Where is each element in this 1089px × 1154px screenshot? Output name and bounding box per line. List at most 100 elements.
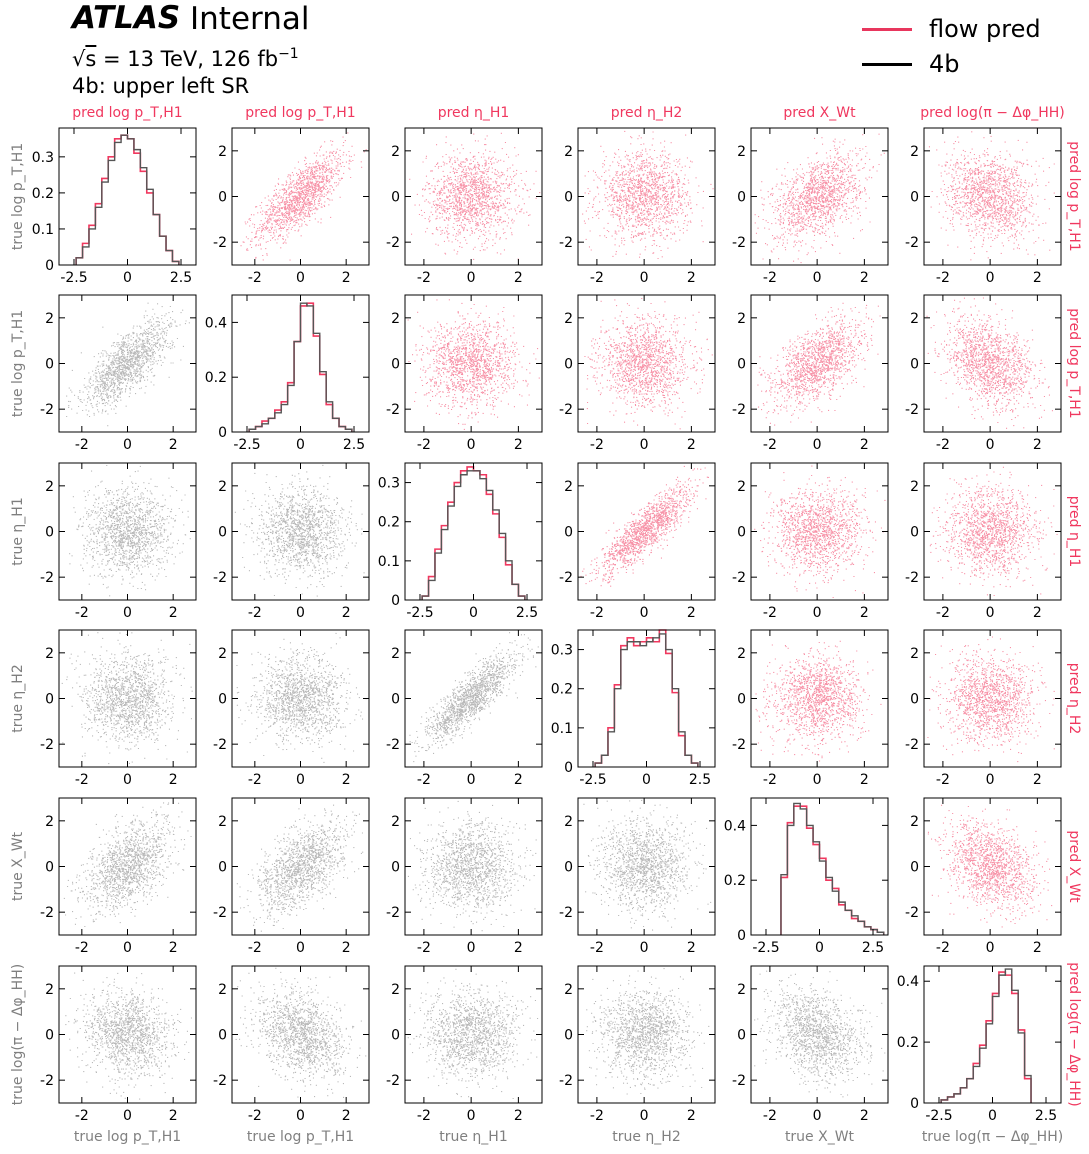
row-label-right-5: pred log(π − Δφ_HH) bbox=[1066, 962, 1082, 1106]
y-tick-label: 2 bbox=[45, 311, 54, 327]
x-tick-label: 0 bbox=[813, 605, 822, 621]
y-tick-label: 0.2 bbox=[378, 515, 400, 531]
x-tick-label: 2.5 bbox=[343, 437, 365, 453]
y-tick-label: -2 bbox=[905, 402, 919, 418]
y-tick-label: 2 bbox=[218, 144, 227, 160]
row-label-left-3: true η_H2 bbox=[10, 664, 26, 733]
x-tick-label: 2 bbox=[342, 1108, 351, 1124]
x-tick-label: 0 bbox=[296, 772, 305, 788]
x-tick-label: 0 bbox=[467, 940, 476, 956]
axes-frame bbox=[404, 462, 543, 601]
column-label-1: pred log p_T,H1 bbox=[245, 105, 355, 121]
scatter-points-3-2 bbox=[409, 632, 539, 763]
legend-label-flow-pred: flow pred bbox=[929, 15, 1041, 43]
scatter-points-0-3 bbox=[582, 130, 714, 260]
axes-frame bbox=[577, 965, 716, 1104]
y-tick-label: 2 bbox=[564, 982, 573, 998]
y-tick-label: 0.4 bbox=[205, 315, 227, 331]
axes-frame bbox=[231, 965, 370, 1104]
x-tick-label: 0 bbox=[467, 437, 476, 453]
bottom-label-2: true η_H1 bbox=[439, 1129, 508, 1145]
y-tick-label: 2 bbox=[910, 814, 919, 830]
y-tick-label: 0 bbox=[45, 525, 54, 541]
x-tick-label: 2 bbox=[342, 940, 351, 956]
x-tick-label: 0 bbox=[296, 437, 305, 453]
scatter-points-2-5 bbox=[929, 466, 1058, 597]
x-tick-label: 0 bbox=[813, 437, 822, 453]
y-tick-label: 2 bbox=[737, 479, 746, 495]
y-tick-label: -2 bbox=[559, 1073, 573, 1089]
y-tick-label: 2 bbox=[564, 144, 573, 160]
y-tick-label: 2 bbox=[391, 814, 400, 830]
x-tick-label: 0 bbox=[123, 772, 132, 788]
y-tick-label: 0 bbox=[391, 190, 400, 206]
axes-frame bbox=[923, 965, 1062, 1104]
x-tick-label: 0 bbox=[815, 940, 824, 956]
x-tick-label: 0 bbox=[467, 270, 476, 286]
x-tick-label: 2.5 bbox=[516, 605, 538, 621]
y-tick-label: 0 bbox=[737, 525, 746, 541]
x-tick-label: 2 bbox=[342, 605, 351, 621]
axes-frame bbox=[231, 629, 370, 768]
x-tick-label: 2 bbox=[1033, 772, 1042, 788]
hist-pred-2 bbox=[421, 466, 526, 600]
scatter-points-4-0 bbox=[63, 802, 192, 928]
lumi-exponent: −1 bbox=[278, 46, 299, 62]
y-tick-label: -2 bbox=[905, 235, 919, 251]
y-tick-label: 0 bbox=[737, 928, 746, 944]
x-tick-label: 2 bbox=[1033, 605, 1042, 621]
y-tick-label: 0 bbox=[218, 425, 227, 441]
y-tick-label: 0.2 bbox=[724, 873, 746, 889]
x-tick-label: 2 bbox=[169, 940, 178, 956]
y-tick-label: 2 bbox=[218, 646, 227, 662]
x-tick-label: 2 bbox=[342, 270, 351, 286]
hist-true-5 bbox=[940, 968, 1032, 1103]
x-tick-label: 2 bbox=[687, 940, 696, 956]
y-tick-label: 2 bbox=[910, 311, 919, 327]
y-tick-label: 0.1 bbox=[378, 554, 400, 570]
x-tick-label: 2 bbox=[514, 1108, 523, 1124]
x-tick-label: 0 bbox=[467, 772, 476, 788]
atlas-label: ATLAS bbox=[72, 0, 181, 36]
row-label-right-4: pred X_Wt bbox=[1066, 830, 1082, 903]
x-tick-label: 0 bbox=[642, 772, 651, 788]
scatter-points-5-4 bbox=[754, 970, 886, 1098]
y-tick-label: 0.2 bbox=[205, 370, 227, 386]
x-tick-label: -2 bbox=[936, 437, 950, 453]
bottom-label-4: true X_Wt bbox=[785, 1129, 855, 1145]
row-label-left-5: true log(π − Δφ_HH) bbox=[10, 964, 26, 1105]
x-tick-label: 2 bbox=[169, 605, 178, 621]
scatter-points-4-1 bbox=[236, 804, 364, 932]
x-tick-label: -2.5 bbox=[925, 1108, 952, 1124]
x-tick-label: -2.5 bbox=[233, 437, 260, 453]
y-tick-label: 0 bbox=[910, 860, 919, 876]
y-tick-label: 0 bbox=[910, 525, 919, 541]
axes-frame bbox=[58, 797, 197, 936]
x-tick-label: -2 bbox=[248, 1108, 262, 1124]
row-label-right-1: pred log p_T,H1 bbox=[1066, 308, 1082, 418]
x-tick-label: -2 bbox=[417, 437, 431, 453]
y-tick-label: -2 bbox=[213, 1073, 227, 1089]
y-tick-label: 2 bbox=[45, 479, 54, 495]
x-tick-label: -2 bbox=[75, 437, 89, 453]
scatter-points-1-4 bbox=[757, 302, 881, 426]
x-tick-label: 2 bbox=[687, 1108, 696, 1124]
y-tick-label: 0 bbox=[737, 692, 746, 708]
x-tick-label: 0 bbox=[813, 772, 822, 788]
x-tick-label: 2 bbox=[860, 772, 869, 788]
y-tick-label: -2 bbox=[559, 905, 573, 921]
axes-frame bbox=[750, 797, 889, 936]
y-tick-label: 0.4 bbox=[724, 818, 746, 834]
x-tick-label: 0 bbox=[813, 270, 822, 286]
y-tick-label: 0 bbox=[910, 357, 919, 373]
column-label-3: pred η_H2 bbox=[611, 105, 683, 121]
scatter-points-2-4 bbox=[754, 465, 886, 599]
y-tick-label: 2 bbox=[564, 479, 573, 495]
x-tick-label: 0 bbox=[467, 1108, 476, 1124]
y-tick-label: 2 bbox=[218, 982, 227, 998]
y-tick-label: -2 bbox=[213, 737, 227, 753]
y-tick-label: 0 bbox=[45, 1028, 54, 1044]
x-tick-label: 0 bbox=[640, 1108, 649, 1124]
axes-frame bbox=[231, 797, 370, 936]
legend-item-flow-pred: flow pred bbox=[862, 14, 1041, 44]
